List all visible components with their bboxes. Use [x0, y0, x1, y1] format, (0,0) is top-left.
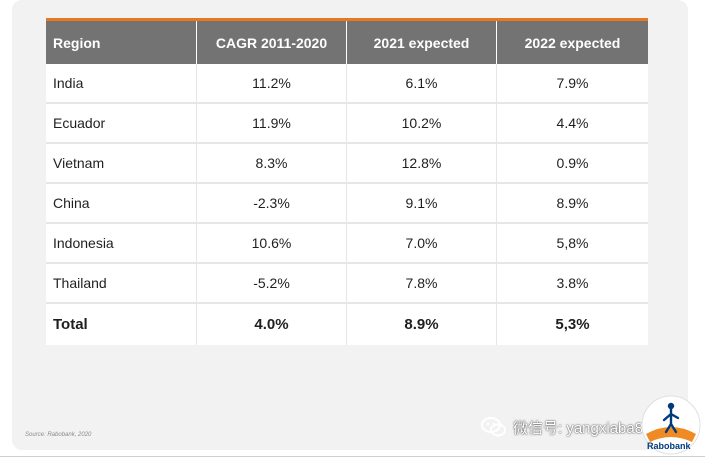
table-row: Ecuador 11.9% 10.2% 4.4% — [46, 104, 648, 144]
header-2021: 2021 expected — [347, 21, 497, 64]
header-row: Region CAGR 2011-2020 2021 expected 2022… — [46, 21, 648, 64]
header-accent-bar — [46, 18, 648, 21]
expected-2021-cell: 7.8% — [347, 264, 497, 304]
table-row: Thailand -5.2% 7.8% 3.8% — [46, 264, 648, 304]
table-row: Vietnam 8.3% 12.8% 0.9% — [46, 144, 648, 184]
region-cell: Ecuador — [46, 104, 197, 144]
region-growth-table: Region CAGR 2011-2020 2021 expected 2022… — [46, 18, 648, 345]
rabobank-logo-icon — [641, 395, 701, 455]
expected-2022-cell: 4.4% — [497, 104, 648, 144]
cagr-cell: -2.3% — [197, 184, 347, 224]
source-note: Source: Rabobank, 2020 — [25, 432, 92, 438]
cagr-cell: 11.9% — [197, 104, 347, 144]
logo-wordmark: Rabobank — [647, 441, 691, 451]
expected-2021-cell: 6.1% — [347, 64, 497, 104]
bottom-divider — [0, 456, 705, 457]
cagr-cell: 11.2% — [197, 64, 347, 104]
expected-2022-cell: 3.8% — [497, 264, 648, 304]
cagr-cell: 10.6% — [197, 224, 347, 264]
expected-2022-cell: 8.9% — [497, 184, 648, 224]
expected-2021-cell: 10.2% — [347, 104, 497, 144]
wechat-icon — [481, 417, 506, 437]
expected-2021-cell: 12.8% — [347, 144, 497, 184]
wechat-watermark: 微信号: yangxiaba888 — [481, 414, 660, 440]
region-cell: Indonesia — [46, 224, 197, 264]
total-2022: 5,3% — [497, 304, 648, 345]
total-label: Total — [46, 304, 197, 345]
cagr-cell: 8.3% — [197, 144, 347, 184]
expected-2021-cell: 9.1% — [347, 184, 497, 224]
expected-2021-cell: 7.0% — [347, 224, 497, 264]
header-region: Region — [46, 21, 197, 64]
region-cell: Vietnam — [46, 144, 197, 184]
expected-2022-cell: 7.9% — [497, 64, 648, 104]
data-table: Region CAGR 2011-2020 2021 expected 2022… — [46, 21, 648, 345]
total-cagr: 4.0% — [197, 304, 347, 345]
watermark-text: 微信号: yangxiaba888 — [513, 419, 660, 437]
expected-2022-cell: 5,8% — [497, 224, 648, 264]
region-cell: India — [46, 64, 197, 104]
header-cagr: CAGR 2011-2020 — [197, 21, 347, 64]
header-2022: 2022 expected — [497, 21, 648, 64]
region-cell: China — [46, 184, 197, 224]
table-row: India 11.2% 6.1% 7.9% — [46, 64, 648, 104]
cagr-cell: -5.2% — [197, 264, 347, 304]
total-2021: 8.9% — [347, 304, 497, 345]
total-row: Total 4.0% 8.9% 5,3% — [46, 304, 648, 345]
table-row: Indonesia 10.6% 7.0% 5,8% — [46, 224, 648, 264]
table-row: China -2.3% 9.1% 8.9% — [46, 184, 648, 224]
expected-2022-cell: 0.9% — [497, 144, 648, 184]
region-cell: Thailand — [46, 264, 197, 304]
